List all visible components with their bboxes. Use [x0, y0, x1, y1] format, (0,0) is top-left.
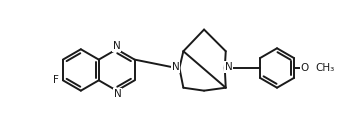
Text: O: O	[301, 63, 309, 73]
Text: CH₃: CH₃	[316, 63, 335, 73]
Text: F: F	[53, 75, 59, 85]
Text: N: N	[114, 89, 122, 99]
Text: N: N	[225, 62, 233, 72]
Text: N: N	[113, 41, 121, 51]
Text: N: N	[172, 62, 179, 72]
